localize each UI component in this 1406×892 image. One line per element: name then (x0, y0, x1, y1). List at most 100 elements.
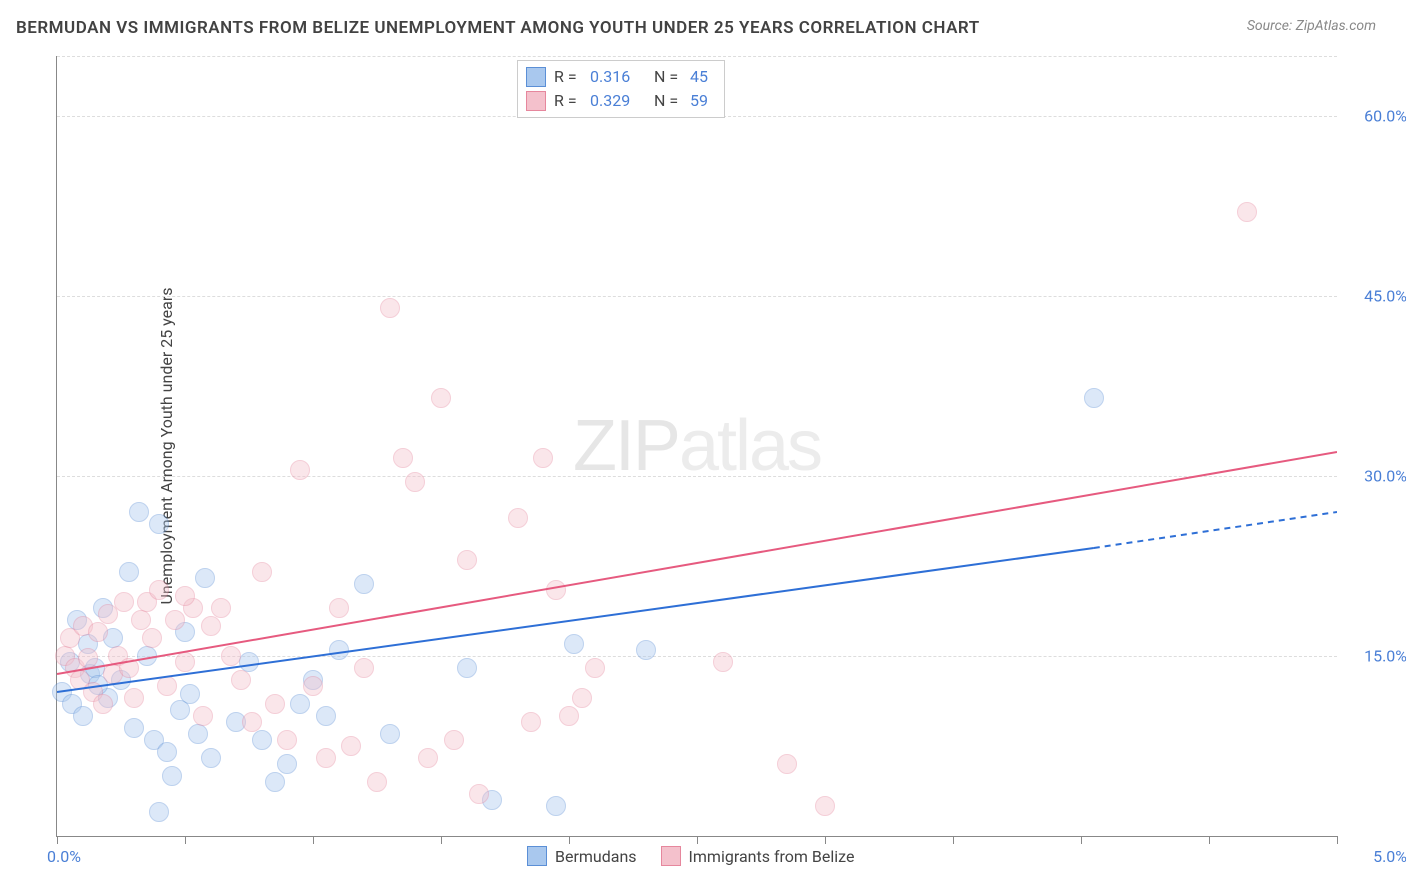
scatter-point (265, 772, 285, 792)
scatter-point (142, 628, 162, 648)
scatter-point (559, 706, 579, 726)
n-value-belize: 59 (690, 89, 714, 113)
scatter-point (354, 574, 374, 594)
scatter-point (131, 610, 151, 630)
scatter-point (73, 706, 93, 726)
scatter-point (193, 706, 213, 726)
legend-swatch-bermudans (526, 67, 546, 87)
scatter-point (180, 684, 200, 704)
scatter-point (277, 754, 297, 774)
scatter-point (444, 730, 464, 750)
scatter-point (201, 616, 221, 636)
scatter-point (157, 742, 177, 762)
watermark-bold: ZIP (573, 406, 679, 486)
scatter-point (341, 736, 361, 756)
scatter-point (316, 706, 336, 726)
scatter-point (1237, 202, 1257, 222)
scatter-point (149, 514, 169, 534)
x-max-label: 5.0% (1347, 847, 1406, 866)
scatter-point (175, 652, 195, 672)
legend-swatch-belize (526, 91, 546, 111)
scatter-point (431, 388, 451, 408)
r-label: R = (554, 89, 582, 113)
scatter-point (211, 598, 231, 618)
legend-swatch-belize (661, 846, 681, 866)
scatter-point (546, 580, 566, 600)
scatter-point (157, 676, 177, 696)
scatter-point (457, 550, 477, 570)
scatter-point (290, 694, 310, 714)
scatter-point (1084, 388, 1104, 408)
scatter-point (137, 646, 157, 666)
chart-title: BERMUDAN VS IMMIGRANTS FROM BELIZE UNEMP… (16, 18, 980, 38)
legend-item-bermudans: Bermudans (527, 846, 637, 866)
legend-item-belize: Immigrants from Belize (661, 846, 855, 866)
scatter-point (277, 730, 297, 750)
scatter-point (252, 562, 272, 582)
r-value-belize: 0.329 (590, 89, 642, 113)
scatter-point (188, 724, 208, 744)
scatter-point (303, 676, 323, 696)
scatter-point (533, 448, 553, 468)
r-label: R = (554, 65, 582, 89)
scatter-point (149, 580, 169, 600)
scatter-point (380, 298, 400, 318)
scatter-point (221, 646, 241, 666)
scatter-point (572, 688, 592, 708)
scatter-point (329, 640, 349, 660)
legend-label-belize: Immigrants from Belize (689, 847, 855, 866)
legend-bottom: Bermudans Immigrants from Belize (527, 846, 854, 866)
legend-top-row: R = 0.329 N = 59 (526, 89, 714, 113)
scatter-point (393, 448, 413, 468)
scatter-point (290, 460, 310, 480)
scatter-point (564, 634, 584, 654)
scatter-point (201, 748, 221, 768)
scatter-point (405, 472, 425, 492)
scatter-point (815, 796, 835, 816)
legend-top: R = 0.316 N = 45 R = 0.329 N = 59 (517, 60, 725, 118)
source-label: Source: ZipAtlas.com (1247, 18, 1376, 34)
y-tick-label: 60.0% (1347, 107, 1406, 126)
scatter-point (636, 640, 656, 660)
n-value-bermudans: 45 (690, 65, 714, 89)
scatter-point (546, 796, 566, 816)
scatter-point (239, 652, 259, 672)
scatter-point (124, 718, 144, 738)
scatter-point (585, 658, 605, 678)
scatter-point (78, 648, 98, 668)
scatter-point (175, 586, 195, 606)
x-min-label: 0.0% (47, 847, 81, 866)
scatter-point (129, 502, 149, 522)
scatter-point (149, 802, 169, 822)
scatter-point (119, 658, 139, 678)
n-label: N = (654, 89, 682, 113)
scatter-point (713, 652, 733, 672)
legend-label-bermudans: Bermudans (555, 847, 637, 866)
scatter-point (195, 568, 215, 588)
scatter-point (162, 766, 182, 786)
scatter-point (469, 784, 489, 804)
scatter-point (265, 694, 285, 714)
scatter-point (329, 598, 349, 618)
scatter-point (380, 724, 400, 744)
scatter-point (124, 688, 144, 708)
y-tick-label: 30.0% (1347, 467, 1406, 486)
scatter-point (777, 754, 797, 774)
watermark-light: atlas (679, 406, 821, 486)
scatter-point (367, 772, 387, 792)
scatter-point (457, 658, 477, 678)
scatter-point (418, 748, 438, 768)
scatter-point (88, 622, 108, 642)
scatter-point (165, 610, 185, 630)
scatter-point (252, 730, 272, 750)
r-value-bermudans: 0.316 (590, 65, 642, 89)
scatter-point (93, 694, 113, 714)
n-label: N = (654, 65, 682, 89)
scatter-point (242, 712, 262, 732)
scatter-point (316, 748, 336, 768)
scatter-point (114, 592, 134, 612)
scatter-point (354, 658, 374, 678)
legend-top-row: R = 0.316 N = 45 (526, 65, 714, 89)
scatter-point (508, 508, 528, 528)
scatter-point (231, 670, 251, 690)
